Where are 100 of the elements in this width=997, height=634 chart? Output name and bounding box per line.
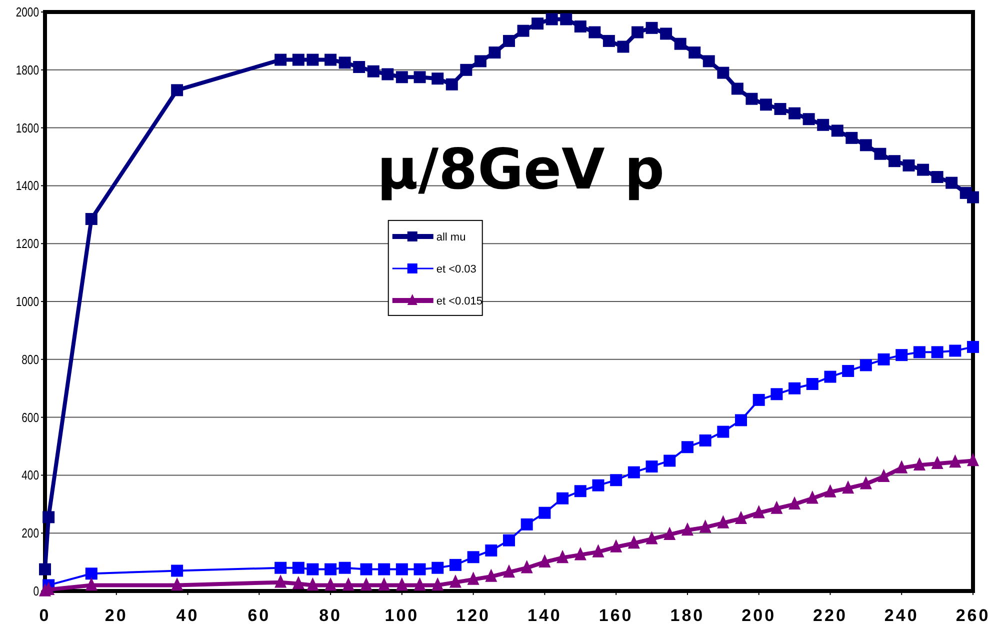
x-tick-label: 100 xyxy=(384,606,420,625)
point xyxy=(85,568,98,580)
point xyxy=(414,71,426,84)
point xyxy=(85,212,98,225)
point xyxy=(806,490,818,504)
point xyxy=(699,520,712,533)
point xyxy=(717,515,730,528)
point xyxy=(874,148,886,160)
point xyxy=(967,191,979,204)
point xyxy=(324,54,337,66)
y-tick-label: 1200 xyxy=(16,237,40,252)
point xyxy=(617,40,630,53)
y-tick-label: 600 xyxy=(22,410,40,426)
point xyxy=(752,394,765,406)
point xyxy=(414,563,426,576)
point xyxy=(467,551,480,564)
x-tick-label: 260 xyxy=(956,606,990,625)
point xyxy=(414,577,426,591)
y-tick-label: 200 xyxy=(22,526,40,541)
point xyxy=(788,107,801,120)
point xyxy=(846,132,858,144)
point xyxy=(556,492,569,504)
point xyxy=(913,457,926,470)
point xyxy=(831,124,844,137)
point xyxy=(517,24,530,37)
point xyxy=(503,34,515,47)
point xyxy=(896,349,908,362)
point xyxy=(602,34,615,47)
x-tick-label: 180 xyxy=(670,606,705,625)
point xyxy=(460,64,472,76)
point xyxy=(171,577,184,591)
point xyxy=(878,468,890,482)
point xyxy=(702,55,715,68)
point xyxy=(85,577,98,591)
point xyxy=(306,563,319,576)
point xyxy=(353,61,366,74)
y-tick-label: 0 xyxy=(33,584,40,599)
x-tick-label: 0 xyxy=(39,606,51,625)
x-tick-label: 160 xyxy=(598,606,634,625)
point xyxy=(488,46,501,59)
point xyxy=(664,526,676,540)
point xyxy=(610,539,622,552)
point xyxy=(556,550,569,564)
point xyxy=(788,382,801,394)
point xyxy=(274,562,287,574)
point xyxy=(382,68,394,80)
point xyxy=(824,370,836,383)
point xyxy=(860,476,872,490)
point xyxy=(538,554,551,568)
point xyxy=(485,568,498,582)
point xyxy=(324,563,337,576)
point xyxy=(681,441,694,454)
point xyxy=(878,353,890,366)
point xyxy=(681,522,694,536)
point xyxy=(717,426,730,438)
point xyxy=(896,460,908,474)
point xyxy=(967,340,979,353)
point xyxy=(817,118,830,131)
point xyxy=(770,500,783,514)
point xyxy=(824,484,836,498)
point xyxy=(342,577,354,591)
point xyxy=(42,511,55,524)
point xyxy=(274,54,287,66)
point xyxy=(628,535,640,549)
point xyxy=(949,344,962,357)
point xyxy=(842,480,854,494)
point xyxy=(802,113,815,126)
point xyxy=(360,577,372,591)
point xyxy=(588,26,601,38)
point xyxy=(806,378,818,390)
text: μ/8GeV p xyxy=(376,138,664,203)
point xyxy=(746,92,758,105)
point xyxy=(592,479,604,492)
x-tick-label: 80 xyxy=(319,606,342,625)
point xyxy=(574,20,586,32)
point xyxy=(931,346,944,358)
point xyxy=(913,346,926,358)
point xyxy=(432,562,444,574)
point xyxy=(546,13,558,26)
point xyxy=(449,558,462,571)
x-tick-label: 240 xyxy=(884,606,919,625)
point xyxy=(532,18,544,30)
point xyxy=(735,510,747,524)
y-tick-label: 1600 xyxy=(16,121,40,136)
point xyxy=(292,54,304,66)
point xyxy=(39,563,51,576)
point xyxy=(674,38,686,50)
point xyxy=(503,564,515,578)
y-tick-label: 800 xyxy=(22,352,40,368)
point xyxy=(631,26,644,38)
point xyxy=(946,176,958,189)
point xyxy=(538,506,551,519)
point xyxy=(306,54,319,66)
point xyxy=(860,359,872,372)
point xyxy=(467,572,480,585)
point xyxy=(171,564,184,577)
point xyxy=(752,505,765,518)
point xyxy=(949,454,962,468)
point xyxy=(367,65,380,78)
point xyxy=(842,364,854,377)
